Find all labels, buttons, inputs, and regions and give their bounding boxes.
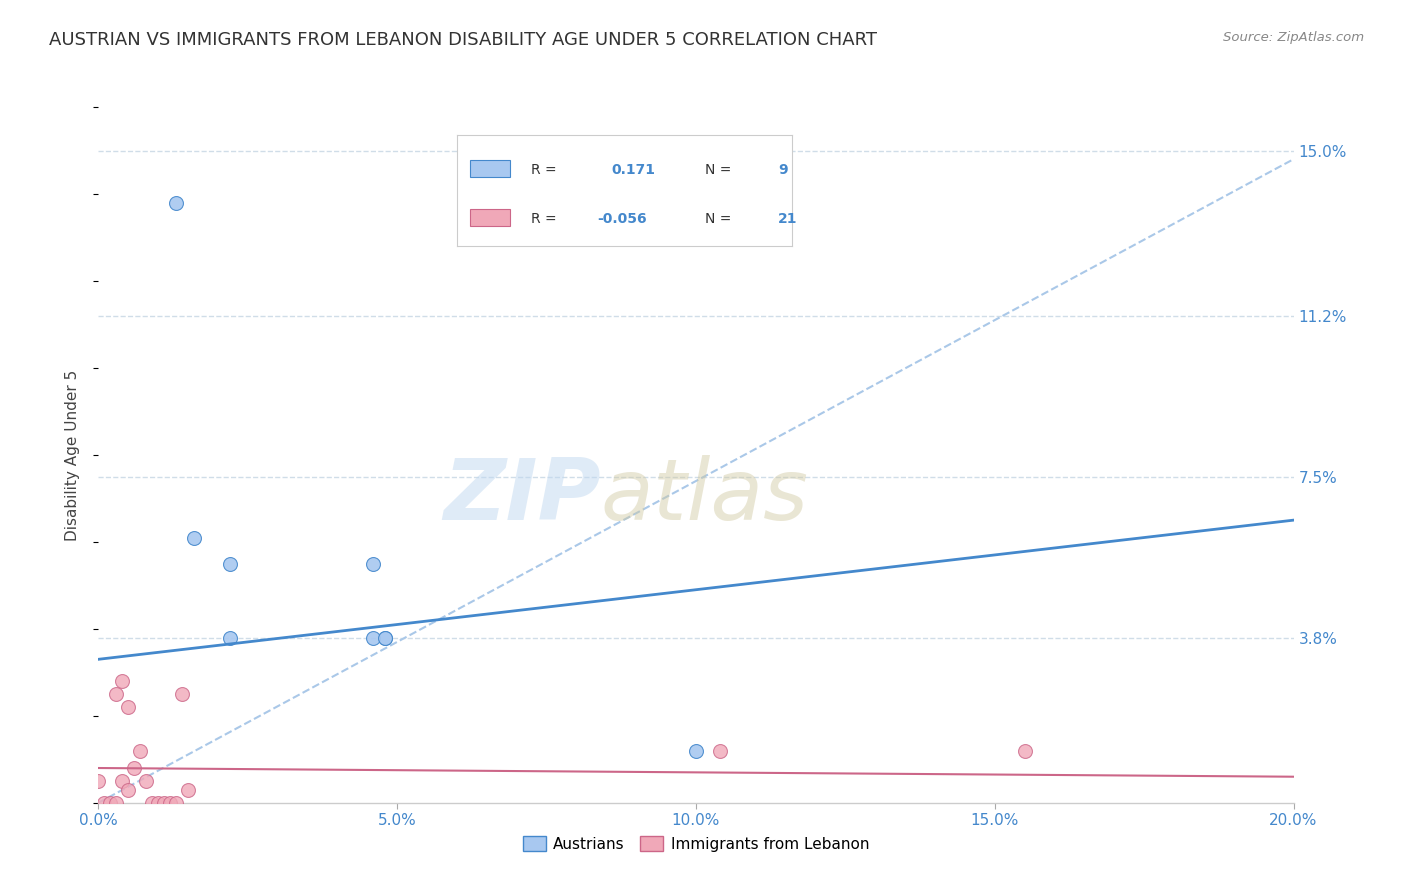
Point: [363, 631, 385, 645]
Point: [98, 796, 122, 810]
Point: [111, 674, 134, 689]
Point: [129, 744, 152, 758]
Text: AUSTRIAN VS IMMIGRANTS FROM LEBANON DISABILITY AGE UNDER 5 CORRELATION CHART: AUSTRIAN VS IMMIGRANTS FROM LEBANON DISA…: [49, 31, 877, 49]
Point: [141, 796, 163, 810]
Point: [117, 782, 139, 797]
Point: [165, 796, 187, 810]
Point: [685, 744, 707, 758]
Point: [374, 631, 396, 645]
Point: [183, 531, 205, 545]
Text: Source: ZipAtlas.com: Source: ZipAtlas.com: [1223, 31, 1364, 45]
Point: [135, 774, 157, 789]
Point: [1014, 744, 1036, 758]
Point: [124, 761, 146, 775]
Point: [177, 782, 200, 797]
Point: [111, 774, 134, 789]
Point: [363, 557, 385, 571]
Text: ZIP: ZIP: [443, 455, 600, 538]
Point: [93, 796, 115, 810]
Point: [165, 195, 187, 210]
Point: [105, 687, 128, 701]
Point: [709, 744, 731, 758]
Y-axis label: Disability Age Under 5: Disability Age Under 5: [65, 369, 80, 541]
Point: [219, 557, 242, 571]
Point: [219, 631, 242, 645]
Point: [105, 796, 128, 810]
Legend: Austrians, Immigrants from Lebanon: Austrians, Immigrants from Lebanon: [516, 830, 876, 858]
Point: [117, 700, 139, 714]
Point: [153, 796, 176, 810]
Point: [148, 796, 170, 810]
Point: [159, 796, 181, 810]
Text: atlas: atlas: [600, 455, 808, 538]
Point: [87, 774, 110, 789]
Point: [172, 687, 194, 701]
Point: [374, 631, 396, 645]
